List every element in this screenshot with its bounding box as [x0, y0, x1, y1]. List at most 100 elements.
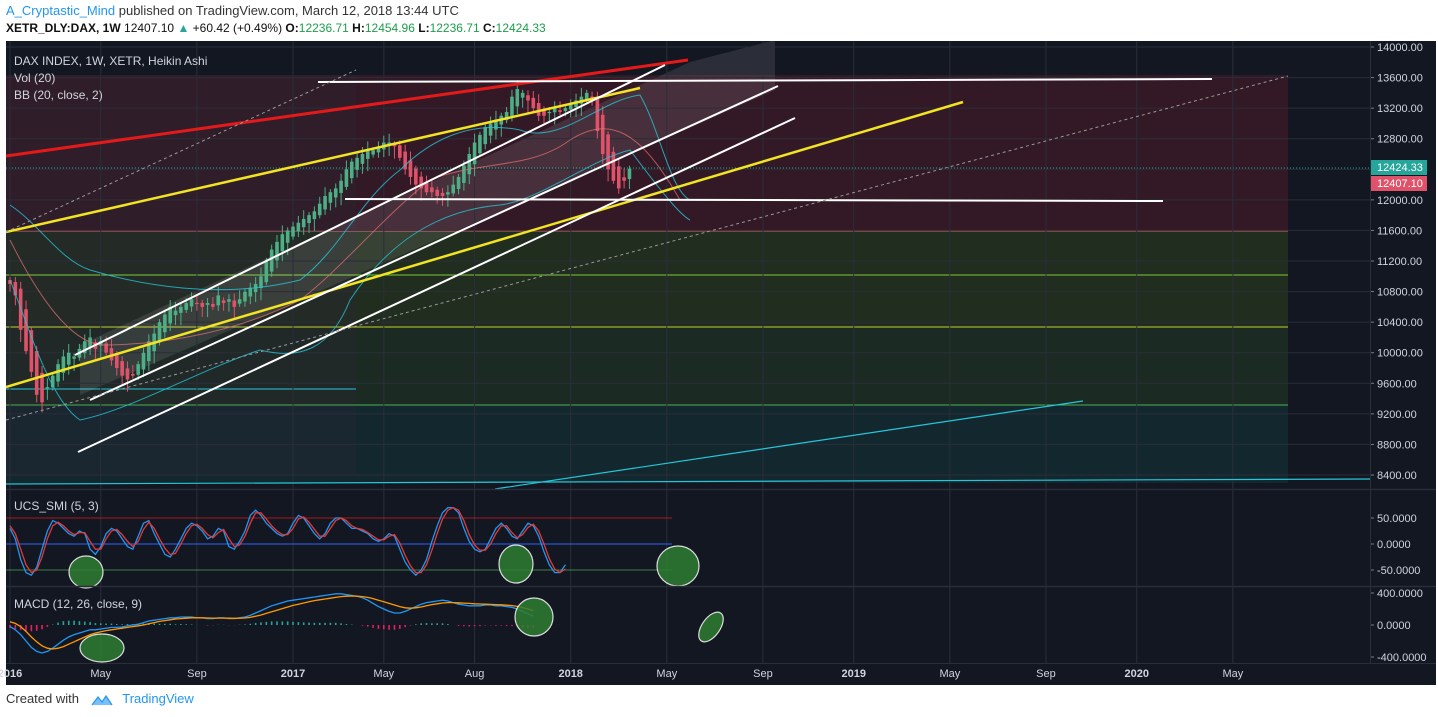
candle: [301, 218, 306, 228]
line-white-support: [344, 198, 1164, 202]
candle: [216, 295, 221, 306]
candle: [163, 314, 167, 333]
legend-smi[interactable]: UCS_SMI (5, 3): [14, 499, 99, 513]
last-price-label: 12407.10: [1377, 178, 1423, 190]
candle: [606, 134, 610, 170]
tradingview-logo-icon: [91, 694, 113, 705]
candle: [141, 352, 146, 370]
candle: [237, 299, 242, 304]
channel-lower: [77, 117, 796, 453]
time-tick-label: Sep: [753, 668, 773, 680]
candle: [595, 98, 600, 132]
price-tick-label: 12000.00: [1377, 195, 1423, 207]
author-link[interactable]: A_Cryptastic_Mind: [6, 3, 116, 18]
smi-signal-line: [9, 506, 566, 574]
macd-circle-1: [79, 633, 125, 663]
price-tick-label: 12800.00: [1377, 134, 1423, 146]
candle: [109, 348, 114, 361]
open-label: O:: [285, 21, 299, 35]
up-arrow-icon: ▲: [177, 21, 190, 35]
chart-svg[interactable]: 14000.0013600.0013200.0012800.0012400.00…: [0, 40, 1438, 685]
time-axis[interactable]: 2016 May Sep 2017 May Aug 2018 May Sep 2019 May Sep…: [0, 668, 1244, 680]
time-tick-label: May: [1222, 668, 1243, 680]
close-label: C:: [482, 21, 496, 35]
line-white-top: [317, 78, 1213, 83]
time-tick-label: 2016: [0, 668, 22, 680]
candle: [168, 306, 172, 324]
dashed-upper: [6, 69, 357, 233]
candle: [472, 142, 477, 165]
macd-axis[interactable]: 400.0000 0.0000 -400.0000: [1370, 588, 1427, 664]
candle: [371, 150, 375, 155]
candle: [66, 352, 71, 365]
candle: [56, 364, 60, 382]
price-tick-label: 11200.00: [1377, 256, 1422, 268]
candle: [430, 187, 434, 193]
candle: [611, 151, 616, 181]
cyan-long: [494, 400, 1084, 489]
candle: [419, 176, 423, 189]
axis-bottom-bg: [6, 663, 1436, 685]
macd-circle-3: [698, 611, 724, 643]
candle: [136, 364, 140, 375]
axis-right-bg: [1370, 41, 1436, 663]
candle: [34, 351, 39, 395]
price-tick-label: 10400.00: [1377, 317, 1423, 329]
candle: [227, 299, 231, 302]
candle: [61, 356, 66, 373]
macd-line: [9, 593, 534, 654]
legend-main[interactable]: DAX INDEX, 1W, XETR, Heikin Ashi: [14, 54, 207, 68]
candle: [547, 111, 552, 114]
candle: [504, 111, 509, 121]
tradingview-link[interactable]: TradingView: [122, 691, 194, 706]
price-axis[interactable]: 14000.0013600.0013200.0012800.0012400.00…: [1370, 42, 1423, 482]
candle: [189, 299, 194, 307]
candle: [568, 104, 573, 110]
candle: [120, 361, 124, 376]
candle: [488, 123, 493, 136]
candle: [328, 192, 333, 203]
candle: [478, 134, 482, 154]
low-value: 12236.71: [429, 21, 480, 35]
candle: [360, 154, 365, 164]
candle: [451, 184, 456, 194]
legend-macd[interactable]: MACD (12, 26, close, 9): [14, 597, 142, 611]
trendline-red: [6, 58, 689, 158]
candle: [392, 144, 397, 147]
high-value: 12454.96: [364, 21, 415, 35]
channel-mid: [89, 85, 779, 401]
candle: [296, 222, 301, 232]
price-tick-label: 10800.00: [1377, 287, 1423, 299]
candle: [365, 150, 370, 159]
dashed-lower: [6, 75, 1289, 421]
publish-line: A_Cryptastic_Mind published on TradingVi…: [6, 3, 459, 18]
legend-vol[interactable]: Vol (20): [14, 71, 55, 85]
change-value: +60.42 (+0.49%): [192, 21, 283, 35]
time-tick-label: May: [90, 668, 111, 680]
candle: [408, 160, 413, 177]
candle: [563, 108, 568, 112]
candle: [398, 145, 402, 158]
chart-area[interactable]: 14000.0013600.0013200.0012800.0012400.00…: [0, 40, 1438, 685]
macd-tick-label: 400.0000: [1377, 588, 1423, 600]
ohlc-line: XETR_DLY:DAX, 1W 12407.10 ▲ +60.42 (+0.4…: [6, 21, 546, 35]
close-price-tag: [1371, 160, 1427, 175]
smi-axis[interactable]: 50.0000 0.0000 -50.0000: [1370, 513, 1420, 577]
candles-layer: [8, 80, 632, 413]
candle: [483, 127, 488, 145]
smi-circle-1: [68, 555, 104, 589]
legend-bb[interactable]: BB (20, close, 2): [14, 88, 103, 102]
cyan-base: [6, 478, 1370, 485]
macd-panel[interactable]: [6, 587, 1370, 663]
candle: [82, 341, 87, 354]
trendline-yellow-lower: [6, 100, 964, 389]
candle: [184, 303, 189, 310]
candle: [13, 282, 18, 296]
candle: [232, 300, 237, 307]
candle: [221, 300, 226, 304]
candle: [312, 211, 317, 220]
candle: [179, 306, 183, 313]
smi-tick-label: 0.0000: [1377, 539, 1411, 551]
footer: Created with TradingView: [6, 691, 194, 706]
candle: [339, 180, 343, 193]
